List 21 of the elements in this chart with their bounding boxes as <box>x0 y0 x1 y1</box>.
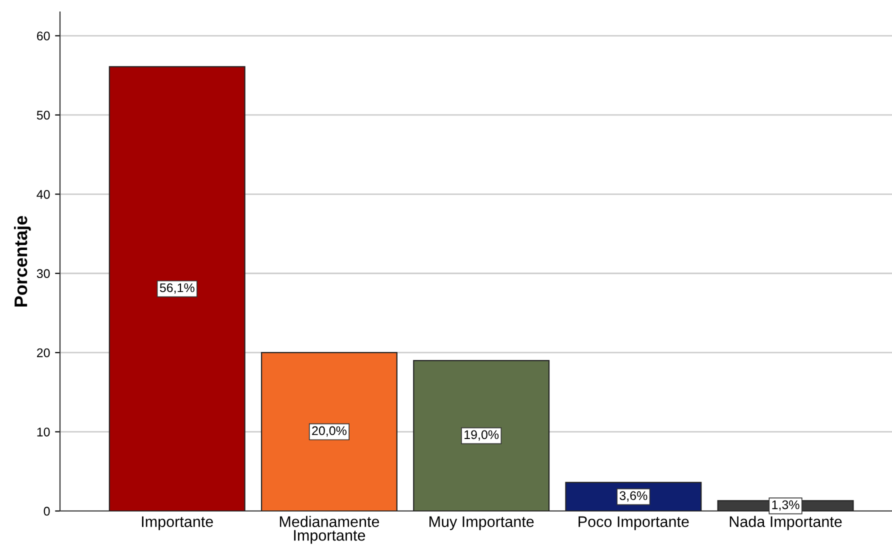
y-axis-title: Porcentaje <box>14 216 31 306</box>
x-tick-label: Muy Importante <box>430 516 534 530</box>
y-tick-label: 10 <box>37 428 50 436</box>
x-tick-label: Poco Importante <box>578 516 689 530</box>
x-tick-label: Nada Importante <box>730 516 842 530</box>
x-tick-label: Importante <box>142 516 213 530</box>
y-tick-label: 60 <box>37 32 50 40</box>
data-label: 3,6% <box>620 491 648 502</box>
data-label: 19,0% <box>464 430 499 441</box>
data-label: 1,3% <box>772 500 800 511</box>
bar <box>260 352 398 511</box>
y-tick-label: 50 <box>36 110 50 120</box>
y-tick-label: 0 <box>44 506 50 516</box>
data-label: 56,1% <box>160 283 194 294</box>
bar <box>108 66 246 511</box>
x-tick-label: Medianamente Importante <box>280 516 380 544</box>
data-label: 20,0% <box>312 426 346 437</box>
y-tick-label: 20 <box>37 348 50 358</box>
y-tick-label: 40 <box>36 190 50 199</box>
y-tick-label: 30 <box>36 269 50 278</box>
bar <box>413 360 550 511</box>
